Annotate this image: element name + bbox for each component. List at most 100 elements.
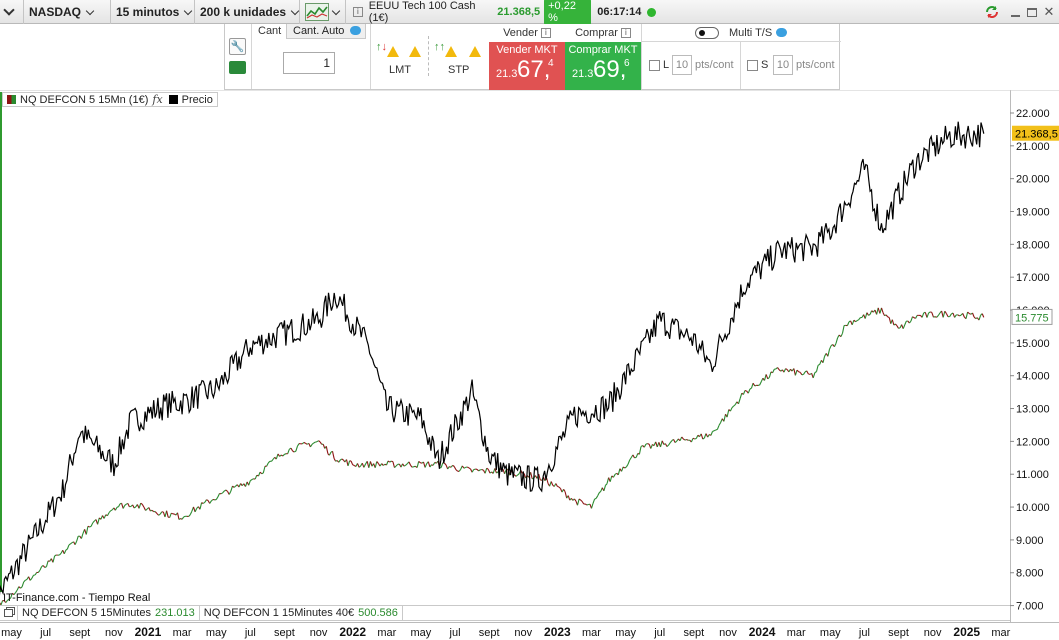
equity-segment bbox=[7, 598, 10, 601]
tab-defcon5[interactable]: NQ DEFCON 5 15Minutes 231.013 bbox=[18, 606, 200, 620]
equity-segment bbox=[122, 505, 126, 509]
equity-segment bbox=[835, 337, 839, 344]
equity-segment bbox=[410, 465, 413, 468]
stop-checkbox[interactable] bbox=[747, 60, 758, 71]
market-selector[interactable]: NASDAQ bbox=[24, 0, 111, 24]
equity-segment bbox=[295, 445, 299, 452]
formula-icon[interactable]: fx bbox=[152, 93, 163, 106]
info-icon[interactable]: i bbox=[620, 27, 631, 38]
equity-segment bbox=[959, 314, 962, 317]
equity-segment bbox=[888, 317, 892, 324]
equity-segment bbox=[267, 460, 271, 464]
equity-segment bbox=[279, 454, 282, 457]
equity-segment bbox=[622, 466, 626, 469]
equity-segment bbox=[416, 461, 420, 468]
refresh-icon[interactable] bbox=[983, 3, 1001, 21]
price-chart[interactable]: 22.00021.00020.00019.00018.00017.00016.0… bbox=[0, 90, 1059, 622]
equity-segment bbox=[188, 514, 191, 517]
y-tick-label: 10.000 bbox=[1016, 502, 1050, 514]
stop-points-input[interactable]: 10 bbox=[773, 55, 793, 75]
stp-button[interactable]: ↑↑ STP bbox=[431, 38, 487, 78]
maximize-button[interactable] bbox=[1023, 3, 1041, 21]
menu-button[interactable] bbox=[0, 0, 24, 24]
equity-segment bbox=[763, 374, 767, 381]
y-tick-label: 9.000 bbox=[1016, 535, 1044, 547]
time-axis[interactable]: may jul sept nov 2021 mar may jul sept nov 2022 mar… bbox=[0, 622, 1059, 640]
equity-segment bbox=[449, 466, 452, 468]
sell-market-button[interactable]: Vender MKT 21.3 67, 4 bbox=[489, 42, 565, 90]
equity-segment bbox=[513, 474, 517, 477]
equity-segment bbox=[926, 312, 930, 318]
equity-segment bbox=[833, 343, 837, 347]
equity-segment bbox=[391, 460, 394, 463]
indicator-tabs-bar: NQ DEFCON 5 15Minutes 231.013 NQ DEFCON … bbox=[0, 605, 1010, 621]
close-button[interactable]: ✕ bbox=[1040, 3, 1058, 21]
lmt-button[interactable]: ↑↓ LMT bbox=[373, 38, 425, 78]
y-tick-label: 14.000 bbox=[1016, 371, 1050, 383]
equity-segment bbox=[954, 314, 957, 318]
keyboard-icon[interactable] bbox=[229, 61, 246, 74]
equity-segment bbox=[318, 440, 321, 443]
equity-segment bbox=[484, 468, 488, 474]
equity-segment bbox=[140, 502, 143, 505]
equity-segment bbox=[143, 506, 147, 511]
equity-segment bbox=[759, 381, 762, 386]
limit-checkbox[interactable] bbox=[649, 60, 660, 71]
equity-segment bbox=[489, 471, 492, 474]
equity-segment bbox=[389, 460, 392, 463]
change-percent-badge: +0,22 % bbox=[544, 0, 592, 25]
equity-segment bbox=[840, 333, 843, 337]
equity-segment bbox=[930, 311, 932, 313]
timeframe-selector[interactable]: 15 minutos bbox=[111, 0, 195, 24]
equity-segment bbox=[638, 446, 642, 455]
info-icon[interactable]: i bbox=[540, 27, 551, 38]
equity-segment bbox=[345, 459, 349, 467]
wrench-icon[interactable]: 🔧 bbox=[229, 38, 246, 55]
cant-auto-tab[interactable]: Cant. Auto bbox=[286, 24, 366, 39]
equity-segment bbox=[408, 461, 412, 466]
equity-segment bbox=[530, 472, 533, 479]
equity-segment bbox=[812, 372, 816, 379]
equity-segment bbox=[158, 513, 161, 516]
quantity-input[interactable]: 1 bbox=[283, 52, 335, 74]
chart-legend[interactable]: NQ DEFCON 5 15Mn (1€) fx Precio bbox=[2, 92, 218, 107]
limit-points-input[interactable]: 10 bbox=[672, 55, 692, 75]
units-selector[interactable]: 200 k unidades bbox=[195, 0, 300, 24]
buy-market-button[interactable]: Comprar MKT 21.3 69, 6 bbox=[565, 42, 641, 90]
window-toggle-icon[interactable] bbox=[0, 606, 18, 620]
equity-segment bbox=[427, 461, 431, 468]
info-icon[interactable]: i bbox=[353, 7, 363, 17]
equity-segment bbox=[598, 490, 602, 494]
price-series-line bbox=[0, 121, 985, 596]
equity-segment bbox=[331, 451, 335, 459]
buy-header: Comprar i bbox=[565, 24, 641, 42]
equity-segment bbox=[496, 471, 499, 474]
clock-time: 06:17:14 bbox=[597, 6, 642, 18]
equity-segment bbox=[322, 444, 326, 449]
equity-segment bbox=[793, 368, 796, 376]
equity-segment bbox=[713, 429, 717, 432]
equity-segment bbox=[581, 501, 585, 505]
equity-segment bbox=[942, 311, 946, 318]
equity-segment bbox=[23, 579, 26, 583]
chart-type-selector[interactable] bbox=[300, 0, 346, 24]
equity-segment bbox=[385, 460, 389, 466]
equity-segment bbox=[358, 465, 362, 468]
equity-segment bbox=[34, 572, 38, 576]
x-tick-label: 2021 bbox=[135, 625, 162, 639]
equity-segment bbox=[981, 313, 985, 318]
equity-segment bbox=[904, 320, 907, 326]
equity-segment bbox=[944, 310, 947, 315]
equity-segment bbox=[31, 574, 34, 579]
minimize-button[interactable] bbox=[1006, 3, 1024, 21]
limit-points-unit: pts/cont bbox=[695, 59, 734, 71]
multi-ts-toggle[interactable] bbox=[695, 27, 719, 39]
equity-segment bbox=[952, 312, 956, 318]
equity-segment bbox=[418, 460, 421, 464]
equity-segment bbox=[21, 581, 25, 587]
equity-segment bbox=[573, 498, 577, 502]
x-tick-label: mar bbox=[582, 627, 601, 639]
tab-defcon1[interactable]: NQ DEFCON 1 15Minutes 40€ 500.586 bbox=[200, 606, 403, 620]
sell-header-label: Vender bbox=[503, 27, 538, 39]
equity-segment bbox=[478, 469, 481, 472]
